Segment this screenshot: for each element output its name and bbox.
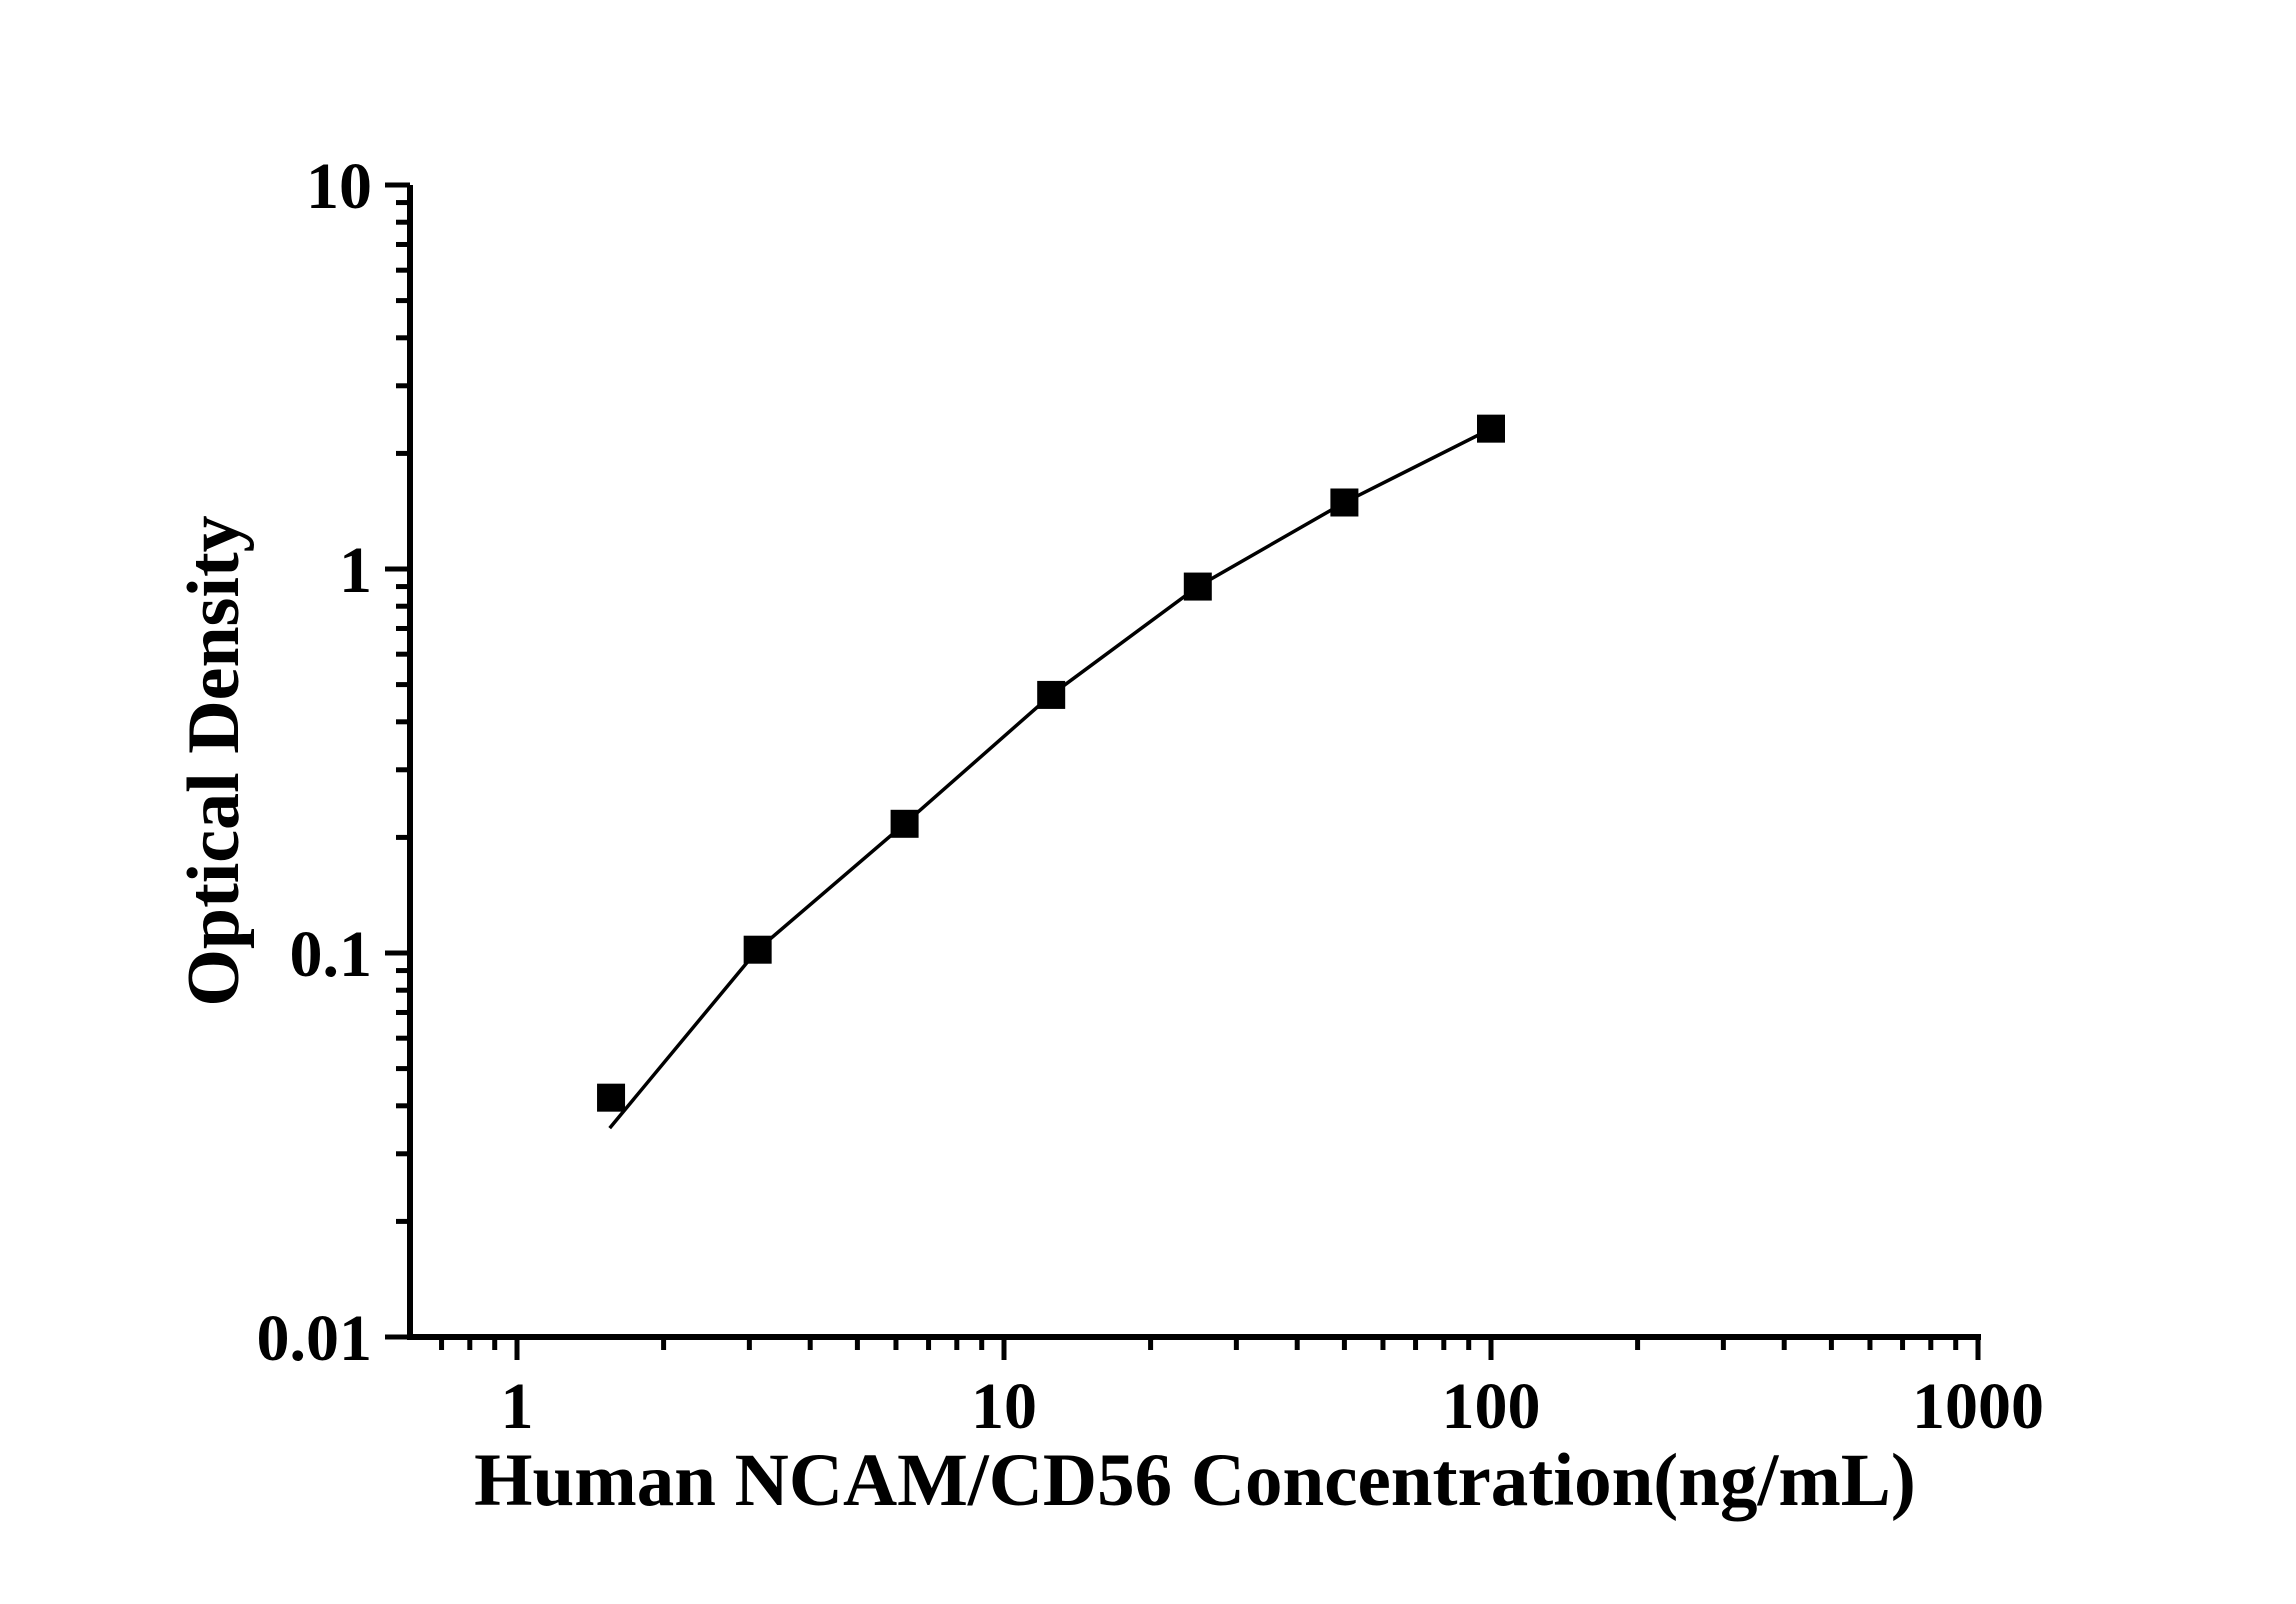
data-point-marker (1330, 488, 1359, 517)
y-tick-label: 0.1 (290, 918, 373, 991)
tick-labels-layer: 1 10 100 1000 0.01 0.1 1 10 (257, 150, 2045, 1443)
y-axis-title: Optical Density (173, 515, 255, 1006)
x-tick-label: 1000 (1912, 1370, 2044, 1443)
data-point-marker (743, 935, 772, 964)
series-layer (597, 414, 1505, 1130)
data-point-marker (597, 1083, 626, 1112)
x-tick-label: 1 (501, 1370, 534, 1443)
y-tick-label: 1 (339, 534, 372, 607)
axes-layer (407, 185, 1981, 1340)
data-point-marker (1037, 680, 1066, 709)
y-tick-label: 0.01 (257, 1302, 373, 1375)
x-axis-title: Human NCAM/CD56 Concentration(ng/mL) (474, 1439, 1916, 1522)
x-tick-label: 100 (1442, 1370, 1541, 1443)
y-tick-label: 10 (306, 150, 372, 223)
ticks-layer (385, 182, 1981, 1360)
x-tick-label: 10 (971, 1370, 1037, 1443)
fit-curve-line (608, 427, 1492, 1130)
data-point-marker (890, 809, 919, 838)
data-point-marker (1183, 572, 1212, 601)
data-point-marker (1477, 414, 1505, 443)
